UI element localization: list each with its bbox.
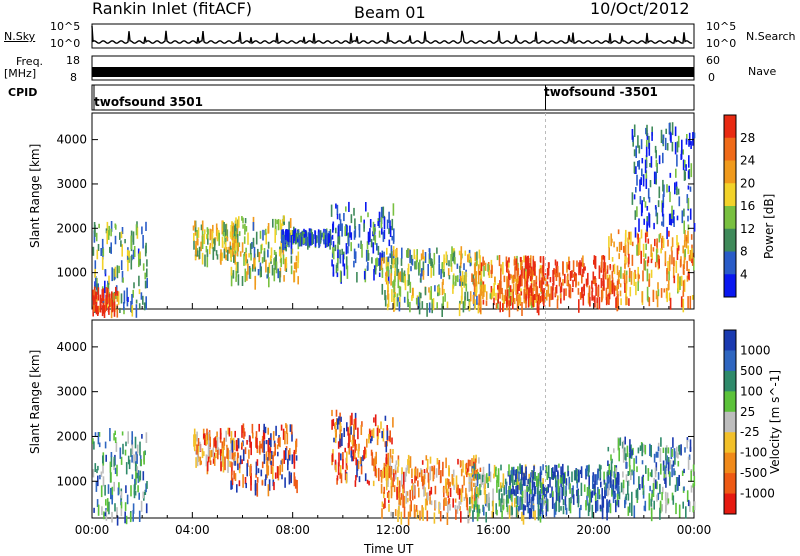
power-colorbar-band-4 [724,183,736,207]
velocity-ytick-label-2: 2000 [56,429,87,443]
power-region-6 [330,201,395,284]
velocity-colorbar-tick-1: 1000 [740,343,771,357]
nsky-series [91,25,693,45]
velocity-colorbar-frame [723,329,737,515]
power-colorbar-tick-5: 20 [740,176,755,190]
power-colorbar-tick-4: 16 [740,199,755,213]
power-colorbar-band-7 [724,251,736,275]
velocity-colorbar-band-5 [724,411,736,433]
freq-tick-bottom: 8 [70,71,77,84]
x-tick-label-7: 00:00 [677,523,712,537]
velocity-region-4 [331,409,395,487]
power-region-5 [280,228,332,250]
nsky-label: N.Sky [4,30,36,43]
x-tick-label-5: 16:00 [476,523,511,537]
velocity-colorbar-tick-7: -500 [740,466,767,480]
nsearch-label: N.Search [746,30,796,43]
velocity-colorbar-tick-5: -25 [740,425,760,439]
power-colorbar-band-2 [724,137,736,161]
velocity-region-3 [230,423,298,497]
velocity-colorbar-band-1 [724,330,736,351]
power-ytick-label-2: 2000 [56,221,87,235]
velocity-colorbar-band-8 [724,473,736,495]
power-colorbar-band-5 [724,206,736,230]
velocity-region-1 [92,428,148,526]
velocity-ytick-label-4: 4000 [56,340,87,354]
velocity-ytick-label-1: 1000 [56,474,87,488]
velocity-colorbar-tick-3: 100 [740,384,763,398]
cpid-label: CPID [8,86,38,99]
freq-series [92,67,694,77]
nsearch-tick-top: 10^5 [706,20,737,33]
freq-label: Freq. [16,55,44,68]
power-region-4 [230,215,300,290]
velocity-colorbar-band-4 [724,391,736,413]
velocity-colorbar-band-2 [724,350,736,372]
power-colorbar-tick-3: 12 [740,222,755,236]
nsky-tick-top: 10^5 [50,20,81,33]
nave-tick-top: 60 [706,54,720,67]
cpid-panel [91,84,695,111]
power-colorbar-band-1 [724,115,736,139]
nave-tick-bottom: 0 [708,71,715,84]
power-ytick-label-4: 4000 [56,133,87,147]
power-ytick-label-1: 1000 [56,266,87,280]
date-label: 10/Oct/2012 [590,0,690,18]
freq-tick-top: 18 [66,54,80,67]
nsky-panel [91,23,695,49]
velocity-colorbar-tick-8: -1000 [740,487,775,501]
freq-unit-label: [MHz] [4,67,37,80]
station-title: Rankin Inlet (fitACF) [92,0,253,18]
power-colorbar-tick-1: 4 [740,267,748,281]
velocity-colorbar-band-3 [724,370,736,392]
beam-label: Beam 01 [354,3,426,22]
velocity-region-8 [606,436,696,522]
power-colorbar-band-6 [724,228,736,252]
velocity-colorbar-band-9 [724,493,736,515]
x-tick-label-3: 08:00 [275,523,310,537]
power-colorbar-tick-2: 8 [740,245,748,259]
nsky-tick-bottom: 10^0 [50,37,81,50]
velocity-colorbar-tick-4: 25 [740,405,755,419]
velocity-region-2 [193,427,239,476]
x-tick-label-2: 04:00 [175,523,210,537]
power-region-9 [506,255,620,313]
velocity-region-5 [380,454,482,526]
nsearch-tick-bottom: 10^0 [706,37,737,50]
x-tick-label-1: 00:00 [75,523,110,537]
power-region-10 [606,229,695,313]
power-colorbar-tick-7: 28 [740,131,755,145]
power-colorbar-band-3 [724,160,736,184]
nave-label: Nave [748,65,777,78]
velocity-colorbar-band-6 [724,432,736,454]
x-axis-label: Time UT [364,542,414,556]
power-ytick-label-3: 3000 [56,177,87,191]
velocity-ytick-label-3: 3000 [56,385,87,399]
x-tick-label-6: 20:00 [576,523,611,537]
velocity-colorbar-tick-2: 500 [740,364,763,378]
power-colorbar-band-8 [724,274,736,298]
cpid-mark-2: twofsound -3501 [544,85,658,99]
power-region-11 [631,122,696,240]
power-region-2 [92,286,119,319]
velocity-colorbar-band-7 [724,452,736,474]
power-colorbar-frame [723,114,737,298]
velocity-colorbar-tick-6: -100 [740,446,767,460]
x-tick-label-4: 12:00 [376,523,411,537]
cpid-mark-1: twofsound 3501 [94,95,203,109]
power-colorbar-tick-6: 24 [740,154,755,168]
